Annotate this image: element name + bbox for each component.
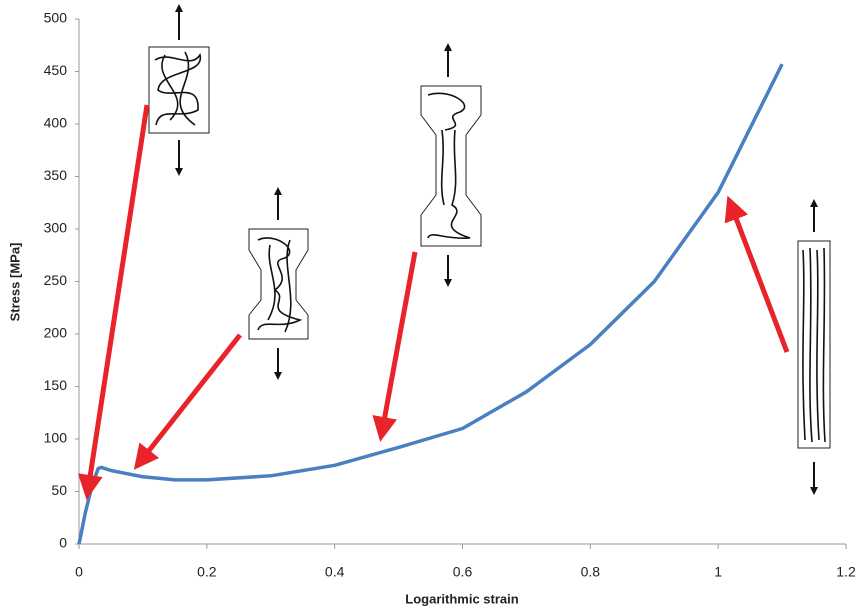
y-tick-label: 450 (44, 62, 68, 78)
y-tick-label: 0 (59, 535, 67, 551)
x-tick-label: 0 (75, 564, 83, 580)
y-tick-label: 400 (44, 115, 68, 131)
y-tick-label: 200 (44, 325, 68, 341)
stress-curve (79, 64, 782, 544)
specimen-icons (149, 6, 830, 493)
x-tick-label: 0.4 (325, 564, 345, 580)
x-tick-label: 1.2 (836, 564, 856, 580)
x-tick-label: 0.2 (197, 564, 217, 580)
y-tick-label: 250 (44, 272, 68, 288)
x-tick-label: 0.6 (453, 564, 473, 580)
y-tick-label: 100 (44, 430, 68, 446)
x-axis-label: Logarithmic strain (405, 591, 518, 606)
y-tick-label: 500 (44, 10, 68, 26)
x-tick-label: 1 (714, 564, 722, 580)
y-tick-label: 300 (44, 220, 68, 236)
y-tick-label: 150 (44, 377, 68, 393)
chart: Logarithmic strain Stress [MPa] 05010015… (0, 0, 863, 611)
x-tick-label: 0.8 (581, 564, 601, 580)
y-tick-label: 350 (44, 167, 68, 183)
y-tick-label: 50 (51, 482, 67, 498)
y-axis-label: Stress [MPa] (7, 243, 22, 322)
